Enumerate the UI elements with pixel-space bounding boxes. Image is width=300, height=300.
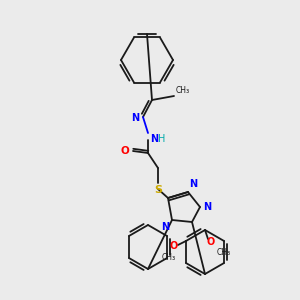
Text: N: N (131, 113, 139, 123)
Text: CH₃: CH₃ (176, 86, 190, 95)
Text: N: N (189, 179, 197, 189)
Text: N: N (161, 222, 169, 232)
Text: O: O (207, 237, 215, 247)
Text: N: N (203, 202, 211, 212)
Text: H: H (158, 134, 165, 144)
Text: CH₃: CH₃ (217, 248, 231, 257)
Text: O: O (170, 241, 178, 251)
Text: CH₃: CH₃ (162, 253, 176, 262)
Text: N: N (150, 134, 158, 144)
Text: S: S (154, 185, 162, 195)
Text: O: O (120, 146, 129, 156)
